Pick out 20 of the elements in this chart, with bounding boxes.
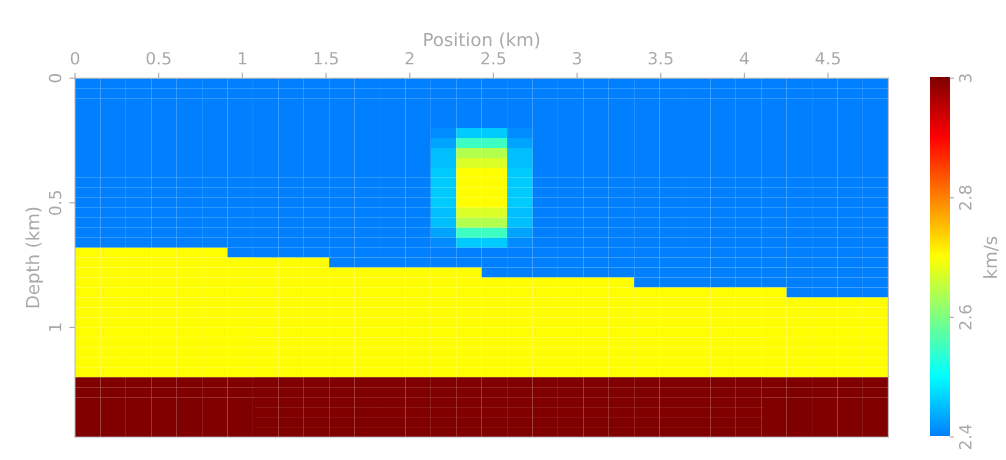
x-tick-label: 4 [739, 52, 749, 65]
y-tick-label: 1 [49, 323, 62, 331]
x-tick-label: 1.5 [314, 52, 338, 65]
x-axis-title: Position (km) [424, 32, 540, 49]
color-bar-title: km/s [983, 236, 999, 278]
y-tick-label: 0.5 [48, 190, 62, 215]
color-bar-label: 2.8 [958, 185, 972, 210]
x-tick-label: 2 [405, 51, 414, 65]
x-tick-label: 0 [70, 51, 80, 65]
x-tick-label: 3.5 [648, 51, 673, 65]
color-bar-label: 2.4 [958, 424, 972, 450]
x-tick-label: 4.5 [815, 52, 840, 65]
x-tick-label: 3 [573, 51, 582, 65]
color-bar-label: 2.6 [958, 305, 972, 330]
x-tick-label: 2.5 [481, 51, 506, 65]
y-axis-title: Depth (km) [25, 207, 43, 308]
x-tick-label: 1 [238, 52, 247, 65]
y-tick-label: 0 [48, 74, 62, 83]
x-tick-label: 0.5 [146, 51, 171, 65]
color-bar-label: 3 [958, 74, 972, 83]
